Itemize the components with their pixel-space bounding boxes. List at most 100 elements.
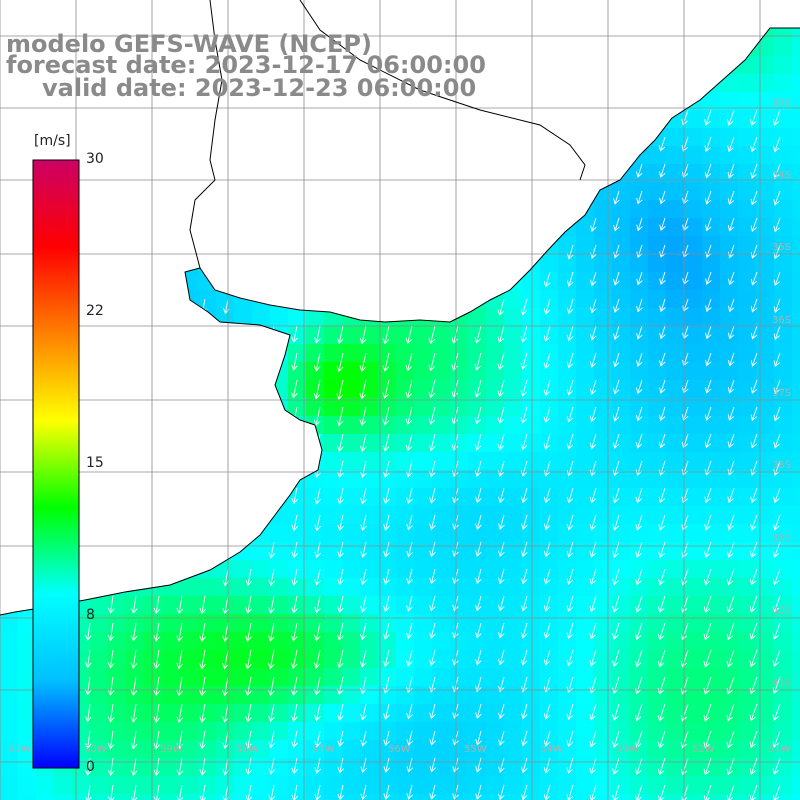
wind-arrow [704, 190, 712, 205]
field-cell [486, 560, 505, 579]
field-cell [288, 722, 307, 741]
field-cell [162, 776, 181, 795]
field-cell [144, 740, 163, 759]
field-cell [504, 362, 523, 381]
wind-arrow [635, 541, 643, 559]
latitude-label: 40S [772, 606, 792, 617]
field-cell [630, 488, 649, 507]
field-cell [594, 632, 613, 651]
field-cell [342, 326, 361, 345]
field-cell [684, 758, 703, 777]
field-cell [396, 542, 415, 561]
field-cell [162, 740, 181, 759]
field-cell [738, 704, 757, 723]
field-cell [414, 740, 433, 759]
wind-arrow [406, 730, 414, 746]
field-cell [576, 434, 595, 453]
field-cell [414, 650, 433, 669]
field-cell [504, 650, 523, 669]
field-cell [738, 578, 757, 597]
field-cell [612, 398, 631, 417]
field-cell [648, 362, 667, 381]
field-cell [270, 740, 289, 759]
field-cell [774, 776, 793, 795]
wind-arrow [750, 136, 758, 153]
field-cell [522, 614, 541, 633]
field-cell [270, 614, 289, 633]
field-cell [594, 380, 613, 399]
field-cell [396, 596, 415, 615]
field-cell [522, 380, 541, 399]
field-cell [324, 668, 343, 687]
field-cell [792, 434, 800, 453]
field-cell [18, 632, 37, 651]
field-cell [342, 362, 361, 381]
field-cell [306, 398, 325, 417]
field-cell [756, 326, 775, 345]
field-cell [684, 308, 703, 327]
field-cell [792, 182, 800, 201]
wind-arrow [589, 352, 597, 368]
field-cell [522, 290, 541, 309]
field-cell [432, 632, 451, 651]
wind-arrow [475, 514, 482, 530]
field-cell [738, 110, 757, 129]
wind-arrow [337, 460, 344, 479]
field-cell [162, 794, 181, 800]
field-cell [576, 614, 595, 633]
wind-arrow [566, 325, 574, 342]
field-cell [288, 614, 307, 633]
field-cell [270, 776, 289, 795]
field-cell [756, 398, 775, 417]
field-cell [522, 308, 541, 327]
field-cell [378, 434, 397, 453]
field-cell [432, 560, 451, 579]
field-cell [648, 722, 667, 741]
wind-arrow [176, 784, 184, 800]
field-cell [720, 434, 739, 453]
wind-arrow [291, 784, 299, 800]
wind-arrow [130, 595, 138, 615]
wind-arrow [359, 352, 367, 373]
field-cell [756, 56, 775, 75]
field-cell [144, 650, 163, 669]
wind-arrow [314, 703, 321, 722]
field-cell [180, 686, 199, 705]
field-cell [432, 596, 451, 615]
field-cell [108, 794, 127, 800]
field-cell [756, 74, 775, 93]
field-cell [468, 452, 487, 471]
field-cell [324, 722, 343, 741]
wind-arrow [176, 595, 184, 615]
field-cell [684, 146, 703, 165]
field-cell [576, 650, 595, 669]
field-cell [630, 254, 649, 273]
field-cell [234, 722, 253, 741]
field-cell [738, 74, 757, 93]
field-cell [756, 344, 775, 363]
field-cell [432, 326, 451, 345]
field-cell [432, 362, 451, 381]
field-cell [198, 776, 217, 795]
field-cell [342, 686, 361, 705]
wind-arrow [772, 649, 781, 667]
field-cell [684, 506, 703, 525]
longitude-label: 51W [768, 744, 791, 755]
field-cell [270, 794, 289, 800]
field-cell [18, 758, 37, 777]
field-cell [540, 794, 559, 800]
field-cell [396, 524, 415, 543]
field-cell [612, 776, 631, 795]
wind-arrow [222, 568, 230, 587]
wind-arrow [313, 379, 321, 400]
wind-arrow [590, 244, 597, 260]
wind-arrow [429, 676, 436, 693]
field-cell [702, 236, 721, 255]
field-cell [648, 164, 667, 183]
field-cell [774, 722, 793, 741]
field-cell [792, 578, 800, 597]
field-cell [648, 254, 667, 273]
colorbar-tick-8: 8 [86, 607, 95, 623]
field-cell [630, 668, 649, 687]
field-cell [234, 560, 253, 579]
